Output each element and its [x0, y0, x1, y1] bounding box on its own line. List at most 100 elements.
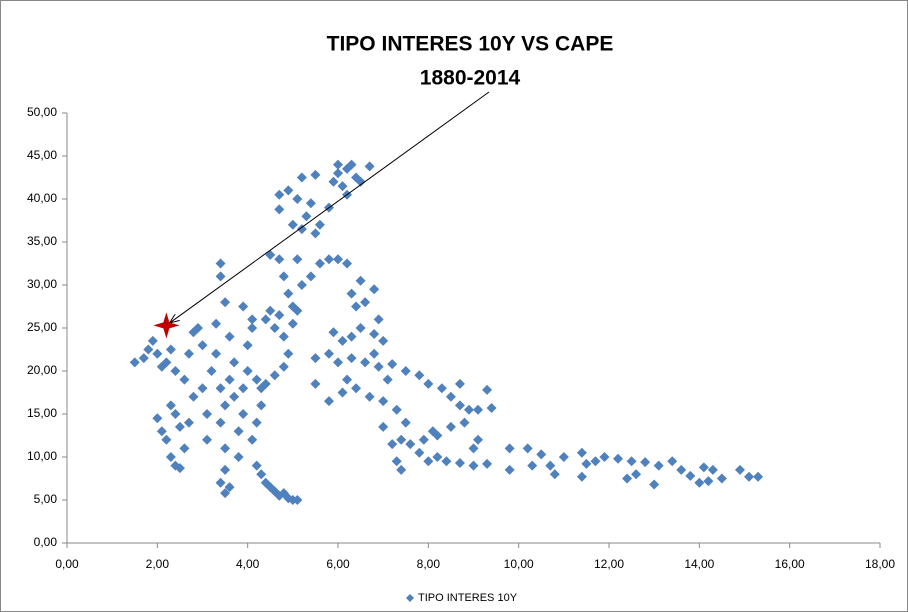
- scatter-point: [269, 323, 280, 333]
- scatter-point: [265, 305, 276, 316]
- scatter-point: [174, 463, 185, 474]
- scatter-point: [473, 404, 484, 415]
- scatter-point: [147, 335, 158, 346]
- scatter-point: [215, 383, 226, 394]
- scatter-point: [287, 318, 298, 329]
- scatter-point: [382, 374, 393, 385]
- scatter-point: [251, 460, 262, 471]
- chart-subtitle: 1880-2014: [420, 67, 521, 90]
- scatter-point: [274, 204, 285, 215]
- scatter-point: [238, 383, 249, 394]
- scatter-point: [346, 288, 357, 299]
- y-tick-label: 35,00: [27, 234, 57, 248]
- scatter-point: [432, 430, 443, 441]
- scatter-point: [685, 470, 696, 481]
- scatter-point: [396, 434, 407, 445]
- scatter-point: [576, 471, 587, 482]
- scatter-point: [482, 458, 493, 469]
- scatter-point: [215, 258, 226, 269]
- scatter-point: [310, 353, 321, 364]
- scatter-point: [278, 331, 289, 342]
- scatter-point: [165, 452, 176, 462]
- scatter-point: [283, 288, 294, 299]
- scatter-point: [391, 456, 402, 467]
- scatter-point: [310, 169, 321, 180]
- scatter-point: [328, 176, 339, 187]
- scatter-point: [355, 323, 366, 333]
- scatter-point: [165, 400, 176, 411]
- scatter-point: [454, 458, 465, 469]
- scatter-point: [220, 443, 231, 454]
- scatter-point: [473, 434, 484, 445]
- scatter-point: [247, 323, 258, 333]
- scatter-point: [378, 396, 389, 407]
- scatter-point: [387, 439, 398, 450]
- scatter-point: [576, 447, 587, 458]
- scatter-point: [233, 452, 244, 462]
- scatter-point: [418, 434, 429, 445]
- scatter-point: [378, 335, 389, 346]
- scatter-point: [296, 280, 307, 290]
- scatter-point: [224, 374, 235, 385]
- scatter-point: [323, 254, 334, 265]
- scatter-point: [161, 357, 172, 368]
- scatter-point: [346, 331, 357, 342]
- scatter-point: [753, 471, 764, 482]
- scatter-point: [292, 495, 303, 505]
- x-tick-label: 0,00: [55, 557, 79, 571]
- scatter-point: [360, 357, 371, 368]
- scatter-point: [274, 254, 285, 265]
- scatter-point: [220, 464, 231, 475]
- y-tick-label: 40,00: [27, 191, 57, 205]
- scatter-point: [152, 348, 163, 359]
- scatter-point: [215, 477, 226, 488]
- legend-label: TIPO INTERES 10Y: [418, 592, 518, 604]
- scatter-point: [703, 476, 714, 487]
- scatter-point: [364, 161, 375, 172]
- scatter-point: [238, 409, 249, 419]
- scatter-point: [337, 387, 348, 398]
- scatter-point: [251, 374, 262, 385]
- scatter-point: [545, 460, 556, 471]
- scatter-point: [229, 391, 240, 402]
- scatter-point: [274, 189, 285, 200]
- scatter-point: [676, 464, 687, 475]
- scatter-point: [129, 357, 140, 368]
- chart-title: TIPO INTERES 10Y VS CAPE: [327, 33, 614, 56]
- scatter-point: [482, 384, 493, 395]
- scatter-point: [716, 473, 727, 484]
- scatter-point: [233, 426, 244, 437]
- scatter-point: [400, 366, 411, 376]
- scatter-point: [287, 219, 298, 230]
- scatter-point: [314, 258, 325, 269]
- y-tick-label: 15,00: [27, 406, 57, 420]
- scatter-point: [698, 462, 709, 473]
- scatter-point: [220, 488, 231, 499]
- scatter-point: [405, 439, 416, 450]
- scatter-point: [179, 374, 190, 385]
- scatter-point: [626, 456, 637, 467]
- highlight-point: [153, 312, 180, 339]
- scatter-point: [445, 421, 456, 432]
- scatter-point: [337, 181, 348, 192]
- scatter-point: [260, 378, 271, 389]
- scatter-point: [369, 329, 380, 340]
- y-tick-label: 0,00: [34, 535, 58, 549]
- scatter-point: [549, 469, 560, 480]
- scatter-point: [522, 443, 533, 454]
- scatter-point: [247, 314, 258, 325]
- scatter-point: [211, 348, 222, 359]
- scatter-point: [346, 353, 357, 364]
- scatter-point: [581, 458, 592, 469]
- scatter-point: [463, 404, 474, 415]
- scatter-point: [342, 258, 353, 269]
- scatter-point: [445, 391, 456, 402]
- scatter-point: [396, 464, 407, 475]
- scatter-point: [269, 370, 280, 381]
- scatter-point: [333, 357, 343, 368]
- scatter-point: [387, 359, 398, 370]
- scatter-point: [283, 185, 294, 196]
- x-tick-label: 12,00: [594, 557, 624, 571]
